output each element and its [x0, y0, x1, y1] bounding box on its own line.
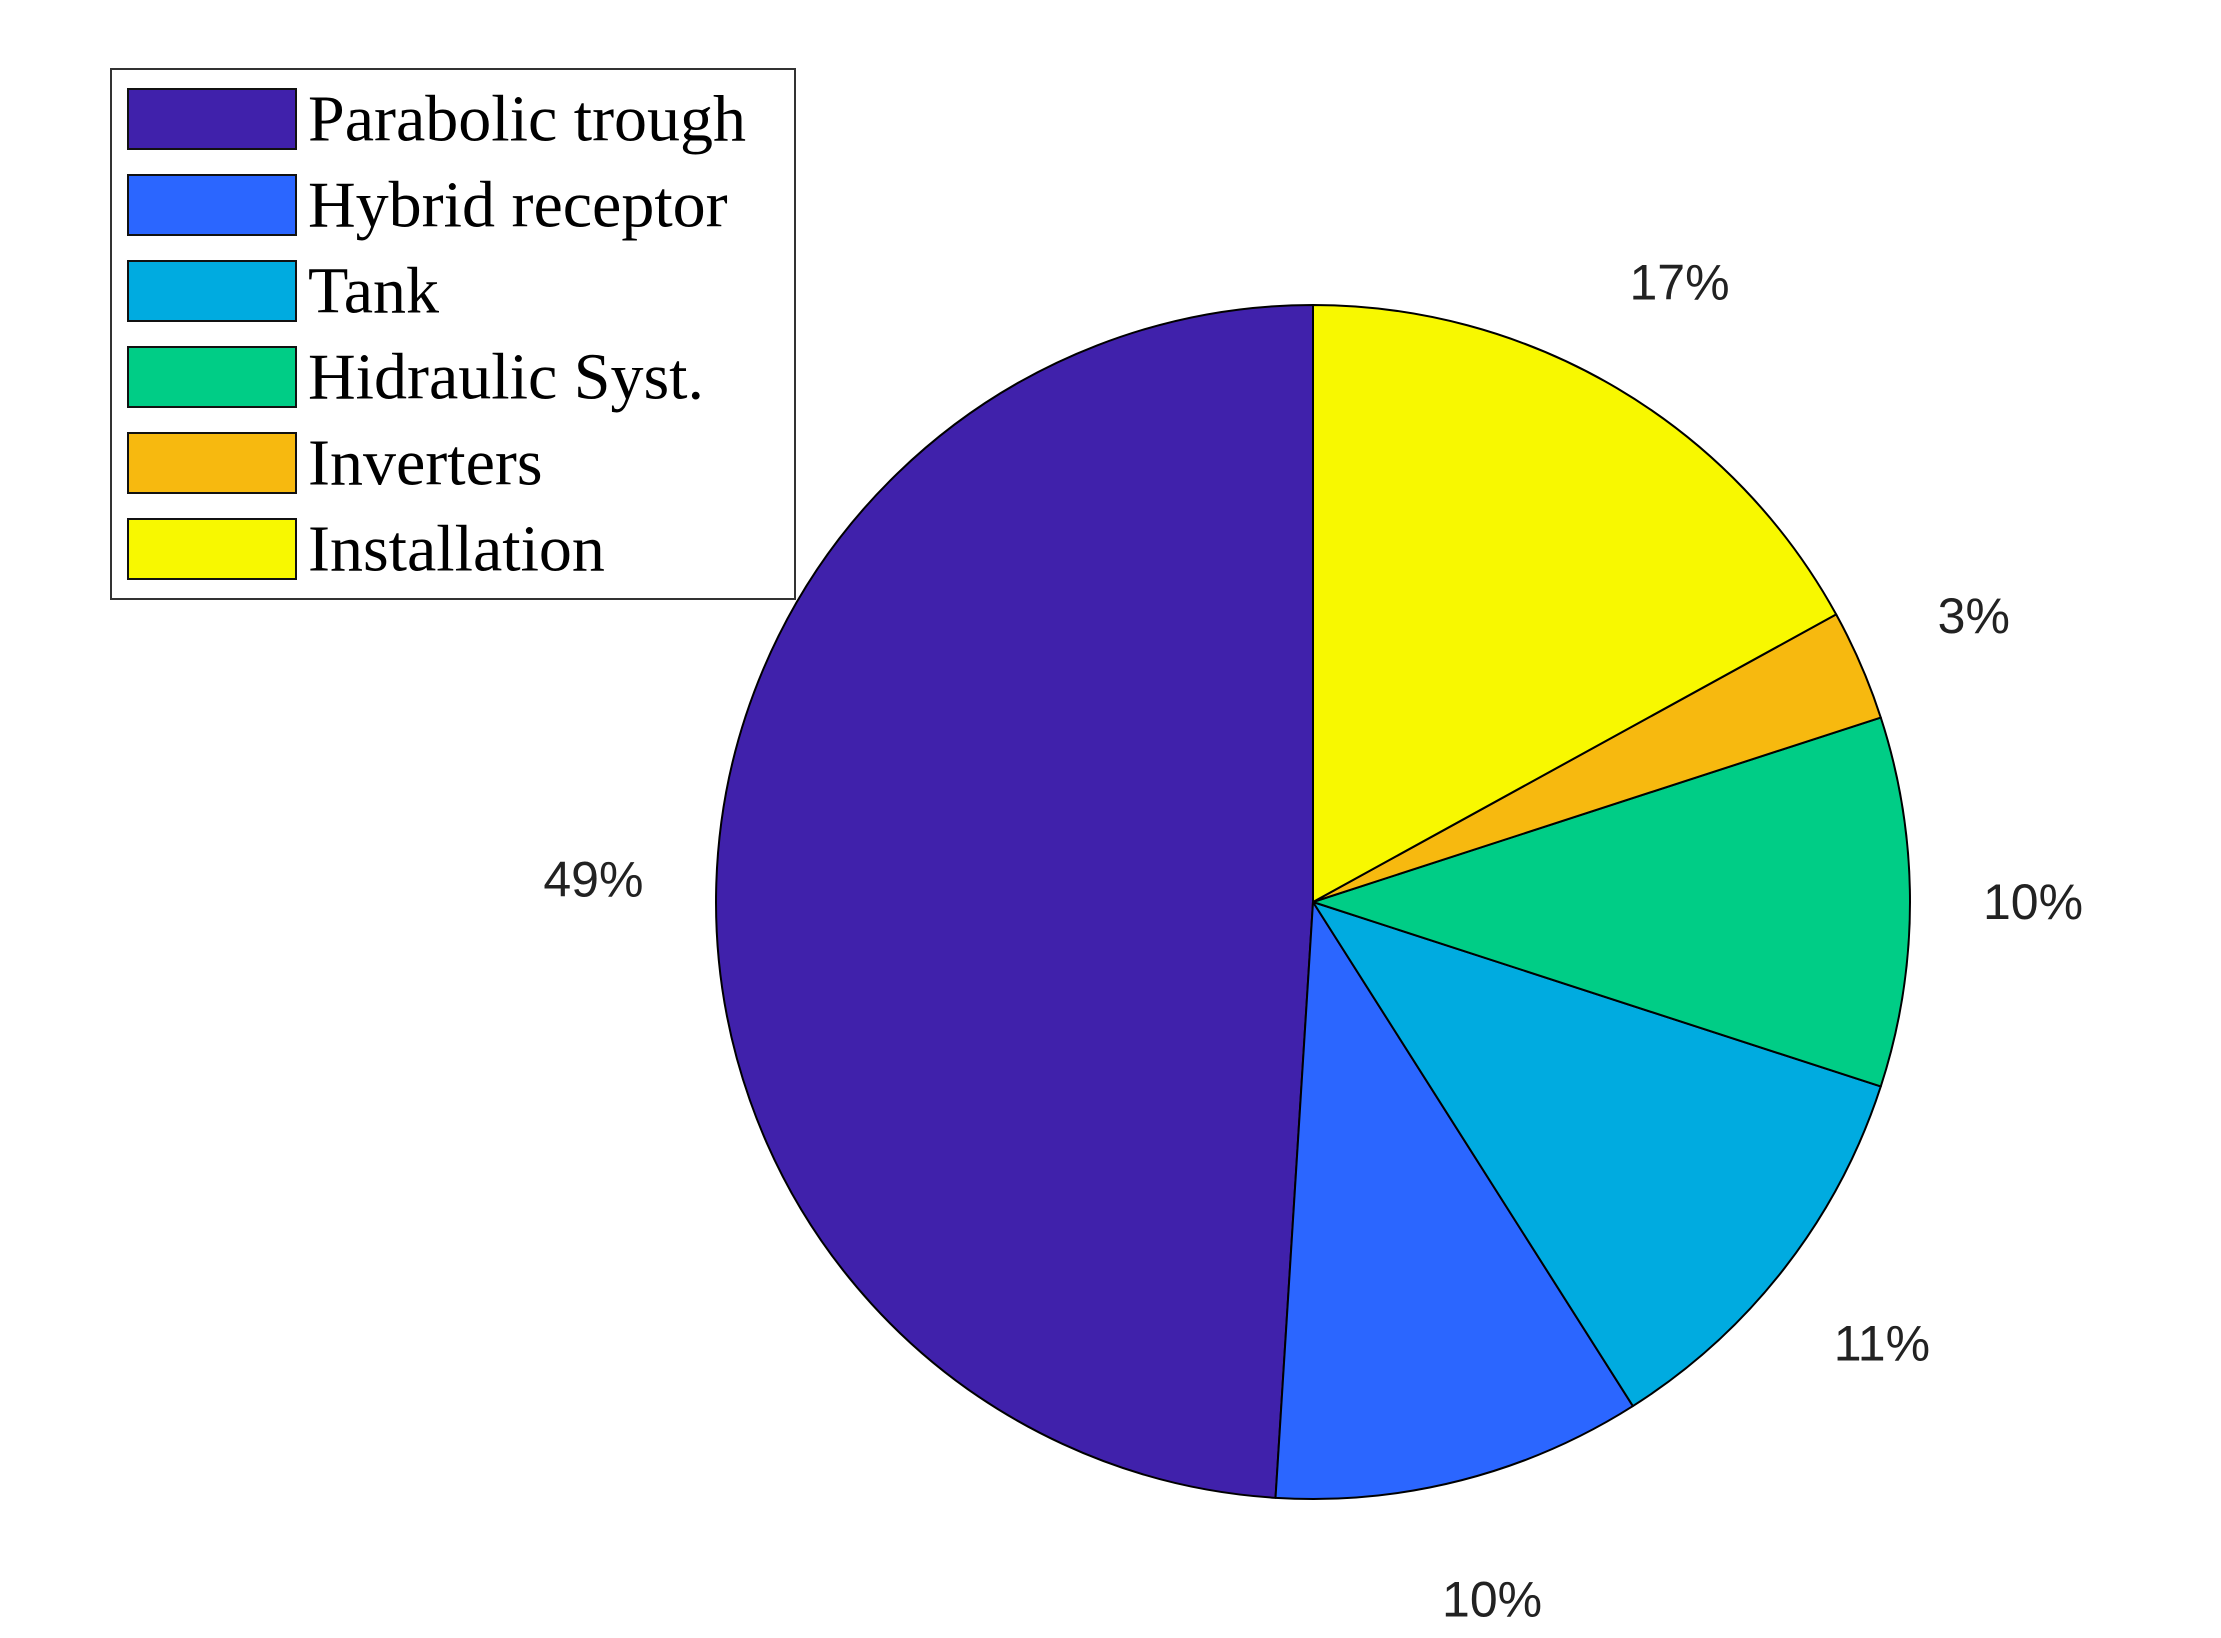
legend: Parabolic trough Hybrid receptor Tank Hidra…	[110, 68, 796, 600]
percent-label: 10%	[1442, 1571, 1542, 1627]
legend-label: Parabolic trough	[308, 83, 746, 156]
legend-label: Installation	[308, 513, 605, 586]
pie-slice-installation	[1312, 304, 1838, 903]
legend-label: Inverters	[308, 427, 543, 500]
legend-swatch	[127, 174, 297, 236]
legend-swatch	[127, 432, 297, 494]
percent-labels: 49% 10% 11% 10% 3% 17%	[543, 254, 2083, 1627]
legend-label: Hidraulic Syst.	[308, 341, 704, 414]
legend-label: Tank	[308, 255, 439, 328]
legend-swatch	[127, 88, 297, 150]
legend-swatch	[127, 260, 297, 322]
percent-label: 10%	[1983, 874, 2083, 930]
legend-entries: Parabolic trough Hybrid receptor Tank Hidra…	[127, 83, 746, 586]
pie-slices	[715, 304, 1911, 1500]
legend-box	[110, 68, 796, 600]
legend-swatch	[127, 518, 297, 580]
percent-label: 11%	[1834, 1315, 1930, 1371]
percent-label: 3%	[1938, 588, 2010, 644]
legend-label: Hybrid receptor	[308, 169, 728, 242]
legend-swatch	[127, 346, 297, 408]
pie-slice-hidraulic-syst	[1312, 716, 1911, 1088]
pie-slice-tank	[1312, 901, 1882, 1408]
pie-slice-hybrid-receptor	[1274, 901, 1634, 1500]
pie-slice-parabolic-trough	[715, 304, 1314, 1499]
percent-label: 17%	[1629, 254, 1729, 310]
percent-label: 49%	[543, 851, 643, 907]
